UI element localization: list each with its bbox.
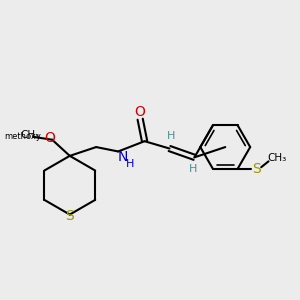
Text: N: N	[117, 150, 128, 164]
Text: H: H	[167, 131, 175, 141]
Text: H: H	[189, 164, 197, 174]
Text: O: O	[44, 131, 55, 145]
Text: S: S	[252, 162, 261, 176]
Text: H: H	[126, 159, 135, 169]
Text: S: S	[65, 209, 74, 223]
Text: CH₃: CH₃	[267, 153, 286, 164]
Text: CH₃: CH₃	[20, 130, 40, 140]
Text: methoxy: methoxy	[4, 132, 41, 141]
Text: O: O	[135, 105, 146, 119]
